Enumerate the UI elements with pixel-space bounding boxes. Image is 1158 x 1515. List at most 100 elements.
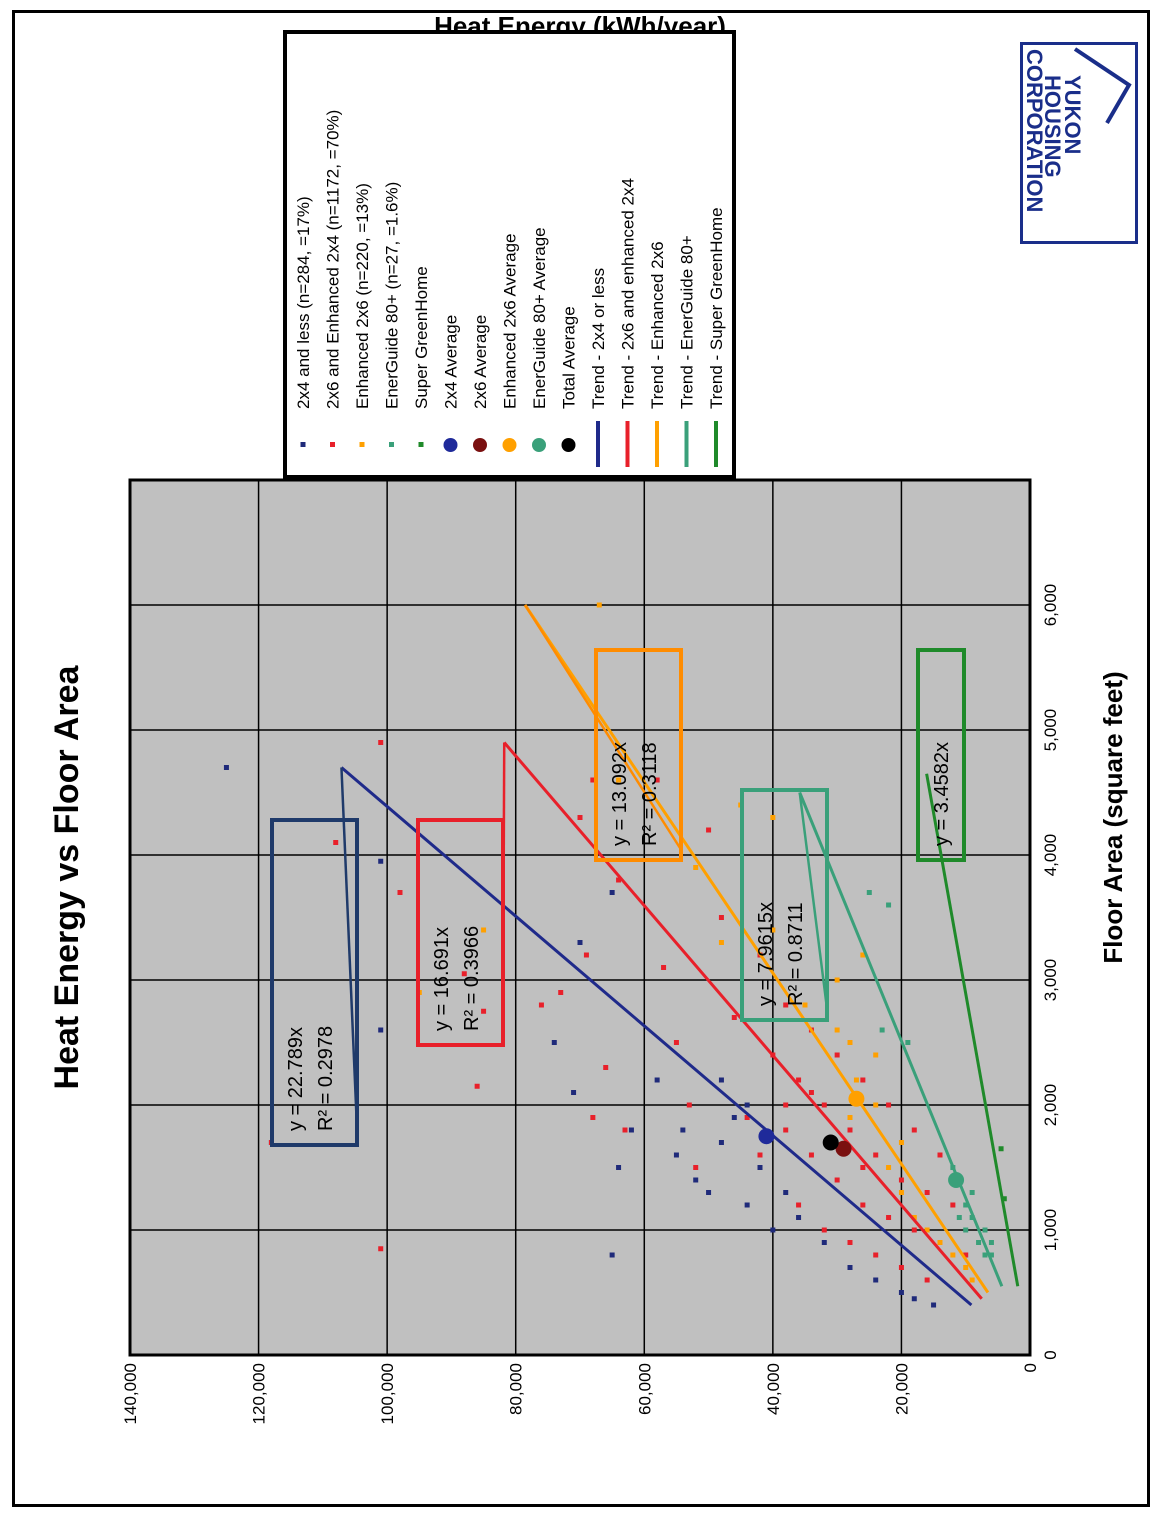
trend-equation-text: R² = 0.3118	[639, 742, 661, 846]
x-tick-label: 5,000	[1041, 709, 1060, 752]
data-point	[770, 1228, 775, 1233]
data-point	[745, 1103, 750, 1108]
data-point	[970, 1278, 975, 1283]
data-point	[873, 1103, 878, 1108]
legend-marker	[503, 438, 517, 452]
y-tick-label: 140,000	[121, 1363, 140, 1424]
data-point	[938, 1240, 943, 1245]
data-point	[610, 1253, 615, 1258]
data-point	[899, 1140, 904, 1145]
data-point	[912, 1128, 917, 1133]
data-point	[950, 1203, 955, 1208]
y-tick-label: 120,000	[250, 1363, 269, 1424]
legend-marker	[473, 438, 487, 452]
data-point	[745, 1203, 750, 1208]
data-point	[822, 1103, 827, 1108]
data-point	[732, 1015, 737, 1020]
data-point	[938, 1153, 943, 1158]
data-point	[578, 815, 583, 820]
y-tick-label: 20,000	[892, 1363, 911, 1415]
legend-label: Trend - Super GreenHome	[707, 207, 726, 409]
legend-marker	[562, 438, 576, 452]
legend-label: 2x6 and Enhanced 2x4 (n=1172, =70%)	[324, 110, 343, 409]
trend-equation-text: y = 13.092x	[609, 742, 631, 846]
data-point	[770, 815, 775, 820]
trend-equation-text: y = 16.691x	[431, 927, 453, 1031]
data-point	[706, 828, 711, 833]
y-tick-label: 60,000	[635, 1363, 654, 1415]
data-point	[616, 1165, 621, 1170]
logo-line-3: CORPORATION	[1023, 49, 1047, 212]
legend-label: 2x4 Average	[442, 315, 461, 409]
data-point	[983, 1228, 988, 1233]
legend-label: Enhanced 2x6 (n=220, =13%)	[353, 183, 372, 409]
data-point	[693, 865, 698, 870]
data-point	[796, 1203, 801, 1208]
data-point	[905, 1040, 910, 1045]
data-point	[758, 1153, 763, 1158]
data-point	[912, 1228, 917, 1233]
x-tick-label: 6,000	[1041, 584, 1060, 627]
data-point	[873, 1253, 878, 1258]
data-point	[590, 1115, 595, 1120]
legend-label: Trend - 2x6 and enhanced 2x4	[619, 178, 638, 409]
data-point	[558, 990, 563, 995]
legend-marker	[330, 442, 335, 447]
x-tick-label: 4,000	[1041, 834, 1060, 877]
data-point	[719, 915, 724, 920]
data-point	[687, 1103, 692, 1108]
legend-label: Super GreenHome	[412, 266, 431, 409]
average-marker	[948, 1172, 964, 1188]
legend-label: Total Average	[560, 306, 579, 409]
data-point	[873, 1153, 878, 1158]
y-tick-label: 100,000	[378, 1363, 397, 1424]
legend-label: EnerGuide 80+ (n=27, =1.6%)	[383, 182, 402, 409]
data-point	[880, 1028, 885, 1033]
data-point	[860, 1203, 865, 1208]
data-point	[603, 1065, 608, 1070]
data-point	[867, 890, 872, 895]
legend-marker	[419, 442, 424, 447]
data-point	[578, 940, 583, 945]
y-tick-label: 80,000	[507, 1363, 526, 1415]
data-point	[398, 890, 403, 895]
data-point	[809, 1153, 814, 1158]
x-axis-label: Floor Area (square feet)	[1098, 671, 1128, 963]
legend-marker	[532, 438, 546, 452]
legend-label: 2x6 Average	[471, 315, 490, 409]
data-point	[378, 859, 383, 864]
data-point	[848, 1265, 853, 1270]
data-point	[783, 1103, 788, 1108]
data-point	[886, 903, 891, 908]
data-point	[629, 1128, 634, 1133]
legend-label: EnerGuide 80+ Average	[530, 227, 549, 409]
data-point	[610, 890, 615, 895]
data-point	[584, 953, 589, 958]
data-point	[674, 1040, 679, 1045]
data-point	[931, 1303, 936, 1308]
data-point	[680, 1128, 685, 1133]
data-point	[848, 1115, 853, 1120]
x-tick-label: 0	[1041, 1350, 1060, 1359]
legend-label: 2x4 and less (n=284, =17%)	[294, 196, 313, 409]
data-point	[719, 1140, 724, 1145]
data-point	[719, 1078, 724, 1083]
data-point	[809, 1090, 814, 1095]
data-point	[999, 1146, 1004, 1151]
data-point	[796, 1215, 801, 1220]
data-point	[706, 1190, 711, 1195]
y-tick-label: 40,000	[764, 1363, 783, 1415]
data-point	[835, 1053, 840, 1058]
data-point	[378, 1028, 383, 1033]
legend-marker	[301, 442, 306, 447]
data-point	[674, 1153, 679, 1158]
data-point	[835, 1028, 840, 1033]
data-point	[333, 840, 338, 845]
data-point	[848, 1240, 853, 1245]
data-point	[848, 1040, 853, 1045]
data-point	[963, 1228, 968, 1233]
legend-label: Trend - Enhanced 2x6	[648, 241, 667, 409]
data-point	[950, 1253, 955, 1258]
data-point	[623, 1128, 628, 1133]
